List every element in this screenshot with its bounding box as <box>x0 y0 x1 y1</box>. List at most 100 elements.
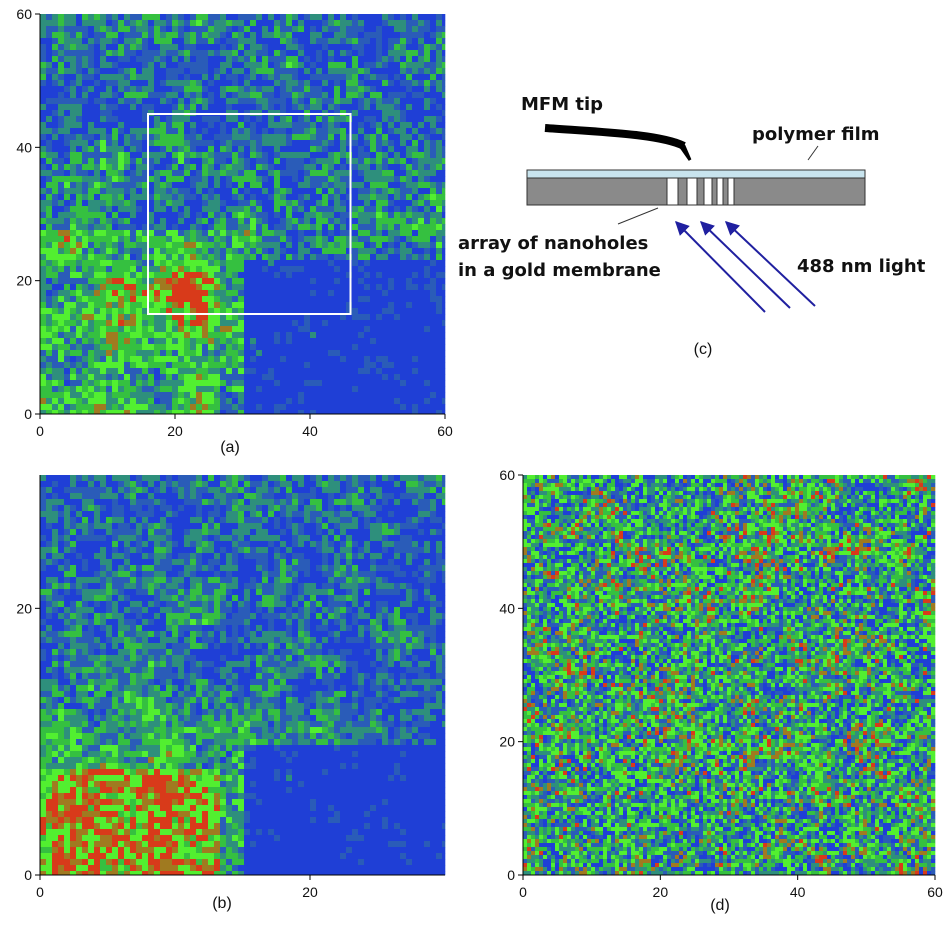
heatmap-cell <box>118 86 124 92</box>
heatmap-cell <box>154 368 160 374</box>
heatmap-cell <box>280 344 286 350</box>
heatmap-cell <box>316 296 322 302</box>
heatmap-cell <box>52 140 58 146</box>
heatmap-cell <box>274 122 280 128</box>
heatmap-cell <box>136 493 142 499</box>
heatmap-cell <box>40 224 46 230</box>
heatmap-cell <box>226 134 232 140</box>
heatmap-cell <box>88 254 94 260</box>
heatmap-cell <box>40 302 46 308</box>
heatmap-cell <box>70 362 76 368</box>
heatmap-cell <box>88 212 94 218</box>
heatmap-cell <box>166 404 172 410</box>
heatmap-cell <box>130 86 136 92</box>
heatmap-cell <box>298 481 304 487</box>
heatmap-cell <box>328 212 334 218</box>
heatmap-cell <box>346 499 352 505</box>
heatmap-cell <box>274 218 280 224</box>
heatmap-cell <box>274 26 280 32</box>
heatmap-cell <box>382 224 388 230</box>
heatmap-cell <box>214 104 220 110</box>
heatmap-cell <box>262 272 268 278</box>
heatmap-cell <box>112 338 118 344</box>
heatmap-cell <box>310 218 316 224</box>
heatmap-cell <box>70 302 76 308</box>
heatmap-cell <box>322 20 328 26</box>
heatmap-cell <box>64 278 70 284</box>
heatmap-cell <box>52 350 58 356</box>
heatmap-cell <box>58 152 64 158</box>
heatmap-cell <box>268 230 274 236</box>
heatmap-cell <box>232 50 238 56</box>
heatmap-cell <box>412 44 418 50</box>
heatmap-cell <box>280 50 286 56</box>
heatmap-cell <box>430 404 436 410</box>
heatmap-cell <box>292 92 298 98</box>
heatmap-cell <box>328 56 334 62</box>
heatmap-cell <box>442 128 445 134</box>
heatmap-cell <box>166 236 172 242</box>
heatmap-cell <box>346 32 352 38</box>
heatmap-cell <box>76 20 82 26</box>
heatmap-cell <box>412 14 418 20</box>
heatmap-cell <box>394 284 400 290</box>
heatmap-cell <box>262 86 268 92</box>
heatmap-cell <box>136 86 142 92</box>
heatmap-cell <box>400 122 406 128</box>
heatmap-cell <box>58 290 64 296</box>
heatmap-cell <box>358 326 364 332</box>
heatmap-cell <box>400 380 406 386</box>
heatmap-cell <box>172 14 178 20</box>
heatmap-cell <box>304 392 310 398</box>
heatmap-cell <box>442 236 445 242</box>
heatmap-cell <box>424 140 430 146</box>
heatmap-cell <box>58 80 64 86</box>
heatmap-cell <box>436 475 442 481</box>
heatmap-cell <box>124 200 130 206</box>
heatmap-cell <box>88 374 94 380</box>
heatmap-cell <box>406 254 412 260</box>
heatmap-cell <box>172 194 178 200</box>
heatmap-cell <box>94 284 100 290</box>
heatmap-cell <box>160 194 166 200</box>
heatmap-cell <box>238 182 244 188</box>
heatmap-cell <box>400 368 406 374</box>
heatmap-cell <box>40 62 46 68</box>
heatmap-cell <box>424 104 430 110</box>
heatmap-cell <box>280 146 286 152</box>
heatmap-cell <box>184 350 190 356</box>
heatmap-cell <box>424 200 430 206</box>
heatmap-cell <box>58 212 64 218</box>
heatmap-cell <box>334 56 340 62</box>
heatmap-cell <box>220 44 226 50</box>
heatmap-cell <box>172 350 178 356</box>
heatmap-cell <box>436 248 442 254</box>
heatmap-cell <box>148 344 154 350</box>
heatmap-cell <box>352 74 358 80</box>
heatmap-cell <box>214 14 220 20</box>
heatmap-cell <box>322 362 328 368</box>
heatmap-cell <box>160 487 166 493</box>
heatmap-cell <box>118 224 124 230</box>
heatmap-cell <box>232 38 238 44</box>
heatmap-cell <box>142 499 148 505</box>
heatmap-cell <box>64 374 70 380</box>
heatmap-cell <box>346 356 352 362</box>
heatmap-cell <box>202 116 208 122</box>
heatmap-cell <box>58 493 64 499</box>
heatmap-cell <box>184 56 190 62</box>
heatmap-cell <box>226 176 232 182</box>
heatmap-cell <box>256 242 262 248</box>
heatmap-cell <box>328 254 334 260</box>
heatmap-cell <box>256 68 262 74</box>
heatmap-cell <box>112 98 118 104</box>
heatmap-cell <box>40 266 46 272</box>
heatmap-cell <box>76 218 82 224</box>
heatmap-cell <box>286 350 292 356</box>
heatmap-cell <box>406 176 412 182</box>
heatmap-cell <box>202 493 208 499</box>
heatmap-cell <box>52 218 58 224</box>
heatmap-cell <box>358 74 364 80</box>
heatmap-cell <box>82 98 88 104</box>
heatmap-cell <box>76 380 82 386</box>
